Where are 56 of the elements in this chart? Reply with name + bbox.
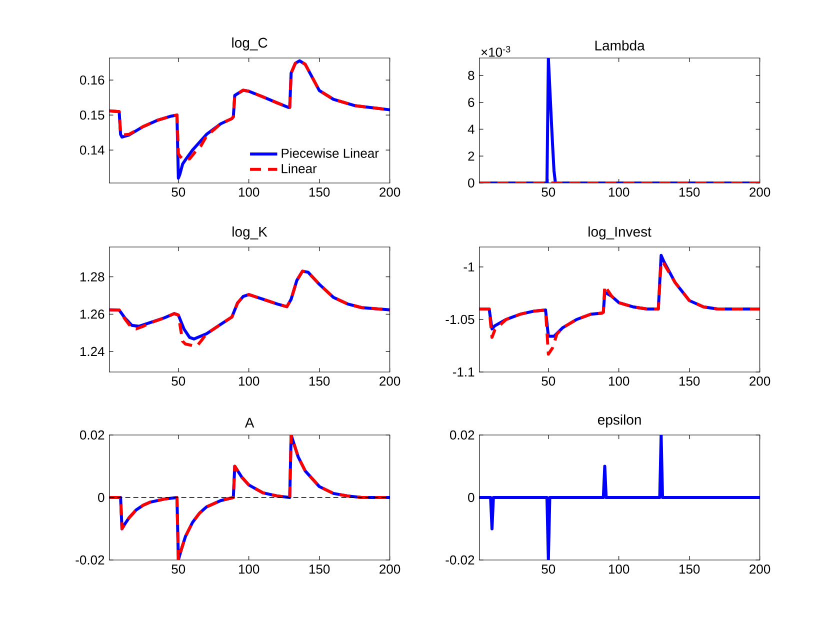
x-tick-label: 50 [542,188,556,197]
line-series [109,434,390,560]
x-tick-label: 200 [750,376,770,386]
chart-title: log_K [232,226,268,240]
x-tick-label: 150 [679,188,700,197]
y-tick-label: 0.16 [80,75,104,85]
y-tick-label: 1.28 [80,272,104,282]
y-tick-label: 8 [468,70,474,80]
legend-label: Piecewise Linear [282,148,379,158]
x-tick-label: 150 [679,376,700,386]
y-tick-label: -1 [464,262,474,272]
x-tick-label: 150 [309,564,330,574]
x-tick-label: 100 [608,188,630,197]
y-tick-label: -1.1 [452,368,474,376]
x-tick-label: 50 [172,188,186,197]
y-tick-label: 0.02 [450,430,474,440]
chart-title: Lambda [595,40,645,50]
y-tick-label: 6 [468,98,474,107]
y-tick-label: 0 [98,492,104,502]
line-series [479,434,760,560]
x-tick-label: 200 [380,564,400,574]
x-tick-label: 50 [542,376,556,386]
x-tick-label: 50 [542,564,556,574]
chart-title: log_C [232,37,268,50]
x-tick-label: 50 [172,376,186,386]
x-tick-label: 200 [750,188,770,197]
x-tick-label: 150 [309,376,330,386]
y-tick-label: 1.26 [80,310,104,319]
y-tick-label: 0.02 [80,430,104,440]
line-series [479,260,760,356]
x-tick-label: 200 [380,376,400,386]
x-tick-label: 50 [172,564,186,574]
x-tick-label: 100 [608,376,630,386]
x-tick-label: 100 [238,564,260,574]
y-tick-label: 0.14 [80,145,104,155]
x-tick-label: 100 [238,376,260,386]
y-tick-label: 4 [468,124,474,134]
y-tick-label: -1.05 [446,314,474,324]
y-tick-label: 0.15 [80,110,104,120]
y-tick-label: -0.02 [446,555,474,565]
y-tick-label: 0 [468,492,474,502]
x-tick-label: 200 [380,188,400,197]
y-tick-label: -0.02 [76,555,104,565]
y-tick-label: 0 [468,178,474,188]
text: ×10$^{-3}$ [481,46,510,57]
chart-title: epsilon [598,414,641,428]
x-tick-label: 150 [309,188,330,197]
y-tick-label: 2 [468,152,474,161]
y-tick-label: 1.24 [80,346,104,356]
x-tick-label: 100 [608,564,630,574]
chart-title: log_Invest [588,226,652,240]
x-tick-label: 150 [679,564,700,574]
x-tick-label: 100 [238,188,260,197]
legend-label: Linear [282,164,317,174]
chart-title: A [244,418,254,428]
x-tick-label: 200 [750,564,770,574]
